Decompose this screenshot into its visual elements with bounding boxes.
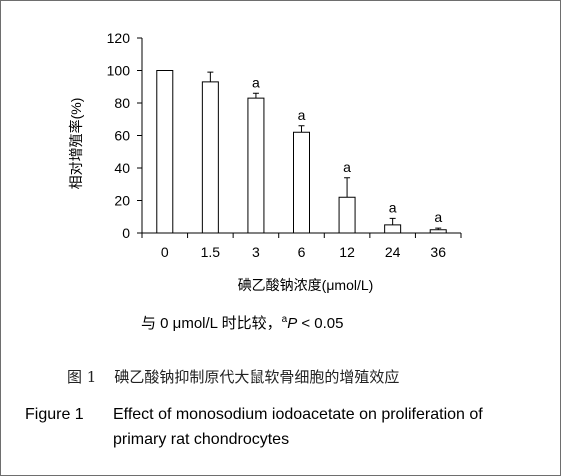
significance-mark: a (343, 159, 351, 175)
x-tick-label: 12 (339, 244, 355, 260)
caption-english: Figure 1 Effect of monosodium iodoacetate… (25, 402, 555, 452)
caption-cn-text: 碘乙酸钠抑制原代大鼠软骨细胞的增殖效应 (114, 368, 400, 386)
y-axis-title: 相对增殖率(%) (68, 98, 84, 190)
caption-cn-number: 图 1 (67, 368, 97, 386)
x-tick-label: 24 (385, 244, 401, 260)
footnote-sup: a (281, 314, 288, 325)
footnote-suffix: < 0.05 (297, 315, 344, 332)
bar (384, 224, 402, 234)
bar (429, 229, 447, 234)
x-tick-label: 3 (252, 244, 260, 260)
bar (156, 70, 174, 234)
footnote-prefix: 与 0 μmol/L 时比较， (141, 315, 282, 332)
y-tick-label: 20 (114, 193, 130, 209)
y-tick-label: 0 (122, 225, 130, 241)
bar (201, 81, 219, 234)
y-tick-label: 40 (114, 160, 130, 176)
bar (293, 131, 310, 234)
footnote-p-symbol: P (287, 315, 298, 332)
x-tick-label: 6 (298, 244, 306, 260)
y-tick-label: 60 (114, 128, 130, 144)
y-tick-label: 80 (114, 95, 130, 111)
significance-mark: a (434, 209, 442, 225)
x-tick-label: 36 (430, 244, 446, 260)
caption-en-line2: primary rat chondrocytes (113, 431, 290, 448)
caption-chinese: 图 1 碘乙酸钠抑制原代大鼠软骨细胞的增殖效应 (67, 366, 399, 387)
x-tick-label: 0 (161, 244, 169, 260)
bar-chart: 0 20 40 60 80 100 120 0 1.5 a 3 a 6 a 12 a 24 a 36 碘乙酸钠浓度(μ… (68, 30, 462, 293)
y-tick-label: 100 (107, 63, 131, 79)
caption-en-label: Figure 1 (25, 406, 84, 423)
significance-mark: a (389, 199, 397, 215)
bar (247, 97, 265, 234)
x-tick-label: 1.5 (201, 244, 221, 260)
x-axis-title: 碘乙酸钠浓度(μmol/L) (238, 277, 374, 293)
significance-footnote: 与 0 μmol/L 时比较，aP < 0.05 (141, 312, 344, 333)
significance-mark: a (298, 107, 306, 123)
y-tick-label: 120 (107, 30, 131, 46)
caption-en-line1: Effect of monosodium iodoacetate on prol… (113, 406, 483, 423)
significance-mark: a (252, 74, 260, 90)
bar (338, 196, 356, 234)
